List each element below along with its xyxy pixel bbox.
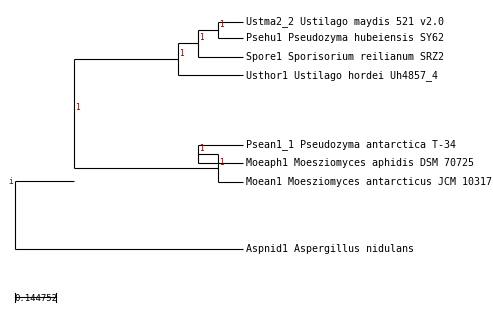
Text: Moeaph1 Moesziomyces aphidis DSM 70725: Moeaph1 Moesziomyces aphidis DSM 70725	[246, 158, 473, 168]
Text: i: i	[8, 176, 13, 185]
Text: 1: 1	[179, 49, 184, 58]
Text: Psean1_1 Pseudozyma antarctica T-34: Psean1_1 Pseudozyma antarctica T-34	[246, 139, 456, 150]
Text: Usthor1 Ustilago hordei Uh4857_4: Usthor1 Ustilago hordei Uh4857_4	[246, 70, 437, 81]
Text: Psehu1 Pseudozyma hubeiensis SY62: Psehu1 Pseudozyma hubeiensis SY62	[246, 33, 444, 43]
Text: 1: 1	[219, 157, 223, 167]
Text: Spore1 Sporisorium reilianum SRZ2: Spore1 Sporisorium reilianum SRZ2	[246, 52, 444, 62]
Text: 0.144752: 0.144752	[15, 294, 58, 303]
Text: 1: 1	[199, 144, 204, 153]
Text: 1: 1	[199, 33, 204, 42]
Text: Ustma2_2 Ustilago maydis 521 v2.0: Ustma2_2 Ustilago maydis 521 v2.0	[246, 17, 444, 27]
Text: Aspnid1 Aspergillus nidulans: Aspnid1 Aspergillus nidulans	[246, 244, 414, 254]
Text: Moean1 Moesziomyces antarcticus JCM 10317: Moean1 Moesziomyces antarcticus JCM 1031…	[246, 176, 492, 187]
Text: 1: 1	[75, 103, 80, 112]
Text: 1: 1	[219, 20, 223, 29]
